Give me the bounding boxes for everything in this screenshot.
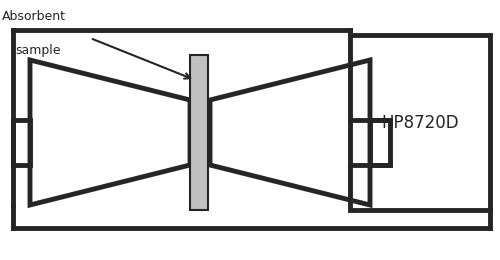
Text: sample: sample	[15, 44, 60, 57]
Text: Absorbent: Absorbent	[2, 10, 66, 23]
Bar	[370, 120, 390, 165]
Bar	[190, 55, 208, 210]
Bar	[350, 35, 490, 210]
Text: HP8720D: HP8720D	[381, 114, 459, 132]
Bar	[13, 120, 30, 165]
